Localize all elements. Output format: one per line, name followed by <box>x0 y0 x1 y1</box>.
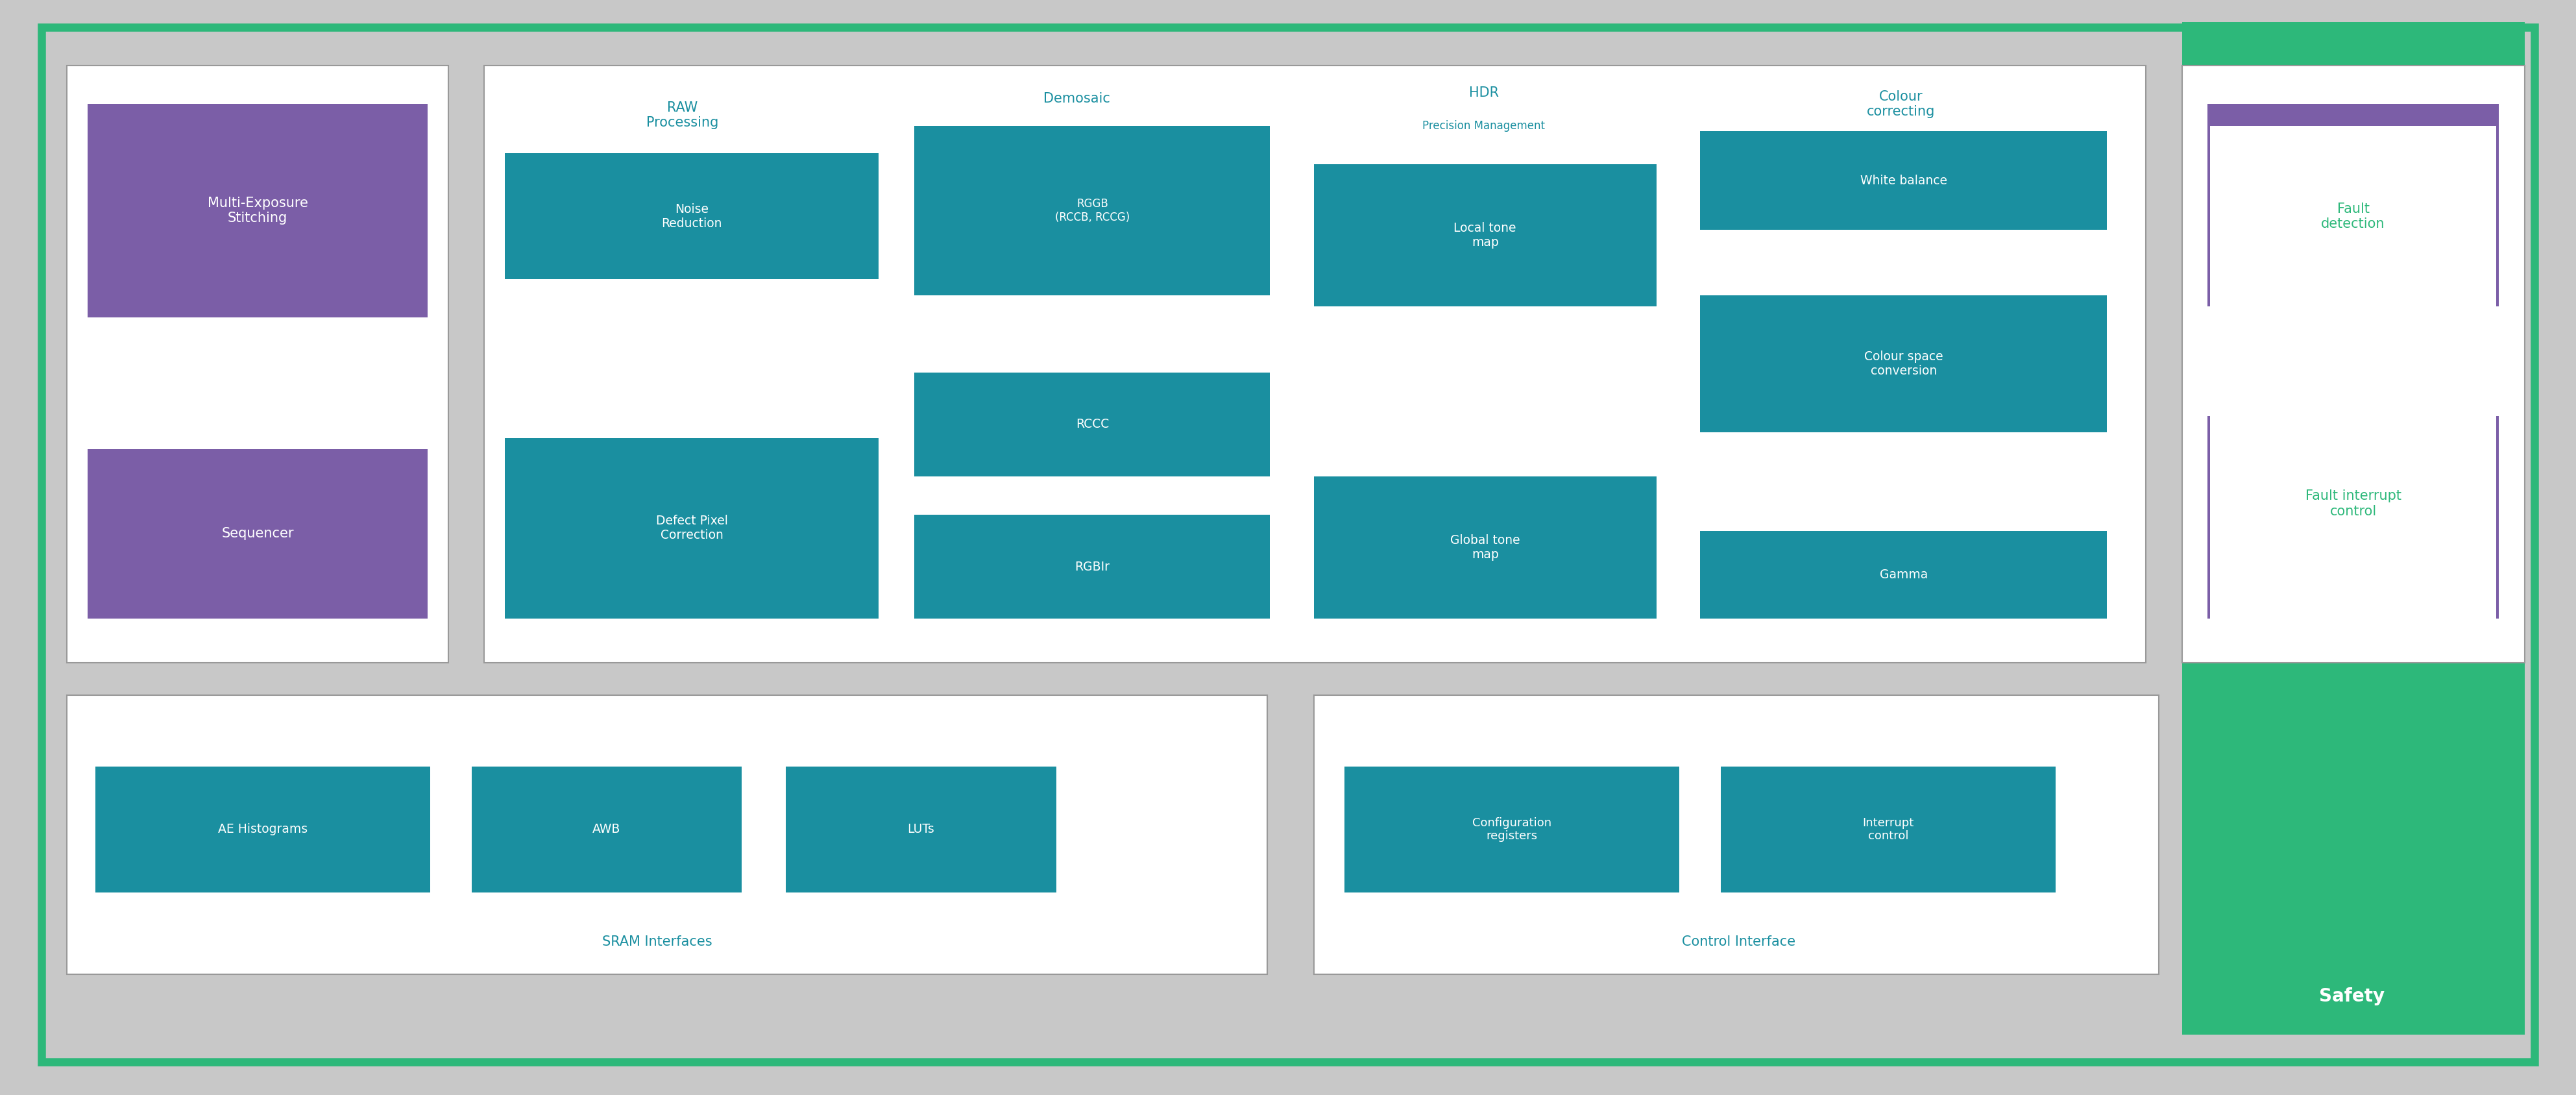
Text: LUTs: LUTs <box>907 823 935 835</box>
Bar <box>2210 383 2496 624</box>
Bar <box>505 153 878 279</box>
Text: Colour
correcting: Colour correcting <box>1868 90 1935 118</box>
Bar <box>67 695 1267 975</box>
Text: Fault
detection: Fault detection <box>2321 203 2385 230</box>
Text: Global tone
map: Global tone map <box>1450 534 1520 561</box>
Text: RAW
Processing: RAW Processing <box>647 101 719 129</box>
Text: Down
sampling: Down sampling <box>2324 192 2383 219</box>
Text: Precision Management: Precision Management <box>1422 120 1546 131</box>
Text: Defect Pixel
Correction: Defect Pixel Correction <box>657 515 726 542</box>
Text: Colour space
conversion: Colour space conversion <box>1865 350 1942 378</box>
Text: Output
formatting: Output formatting <box>2318 504 2388 531</box>
Bar <box>67 66 448 662</box>
Bar <box>1700 531 2107 619</box>
Text: AE Histograms: AE Histograms <box>219 823 307 835</box>
Bar <box>2210 126 2496 307</box>
Bar <box>471 766 742 892</box>
Text: Interrupt
control: Interrupt control <box>1862 817 1914 842</box>
Bar <box>786 766 1056 892</box>
Bar <box>2182 66 2524 662</box>
Text: Fault interrupt
control: Fault interrupt control <box>2306 489 2401 518</box>
Bar <box>1345 766 1680 892</box>
Text: Multi-Exposure
Stitching: Multi-Exposure Stitching <box>206 197 309 224</box>
Bar <box>95 766 430 892</box>
Bar <box>1314 695 2159 975</box>
Bar <box>2182 22 2524 1035</box>
Bar <box>484 66 2146 662</box>
Text: RGBIr: RGBIr <box>1074 561 1110 573</box>
Text: Local tone
map: Local tone map <box>1453 222 1517 249</box>
Text: SRAM Interfaces: SRAM Interfaces <box>603 935 711 948</box>
Bar <box>914 372 1270 476</box>
Bar <box>2208 104 2499 307</box>
Bar <box>914 515 1270 619</box>
Bar <box>88 449 428 619</box>
Bar <box>1700 296 2107 433</box>
Bar <box>1700 131 2107 230</box>
Text: RCCC: RCCC <box>1077 418 1108 430</box>
Text: Configuration
registers: Configuration registers <box>1473 817 1551 842</box>
Bar <box>88 104 428 318</box>
Bar <box>1721 766 2056 892</box>
Text: RGGB
(RCCB, RCCG): RGGB (RCCB, RCCG) <box>1054 198 1131 223</box>
Text: Safety: Safety <box>2318 988 2385 1005</box>
Text: Sequencer: Sequencer <box>222 528 294 540</box>
Bar <box>505 438 878 619</box>
Bar <box>1314 476 1656 619</box>
Text: Noise
Reduction: Noise Reduction <box>662 203 721 230</box>
Bar <box>2208 416 2499 619</box>
Text: Gamma: Gamma <box>1880 568 1927 581</box>
Bar <box>1314 164 1656 307</box>
Text: HDR: HDR <box>1468 87 1499 100</box>
Text: White balance: White balance <box>1860 174 1947 187</box>
Text: Control Interface: Control Interface <box>1682 935 1795 948</box>
Text: AWB: AWB <box>592 823 621 835</box>
Text: Demosaic: Demosaic <box>1043 92 1110 105</box>
Bar <box>914 126 1270 296</box>
